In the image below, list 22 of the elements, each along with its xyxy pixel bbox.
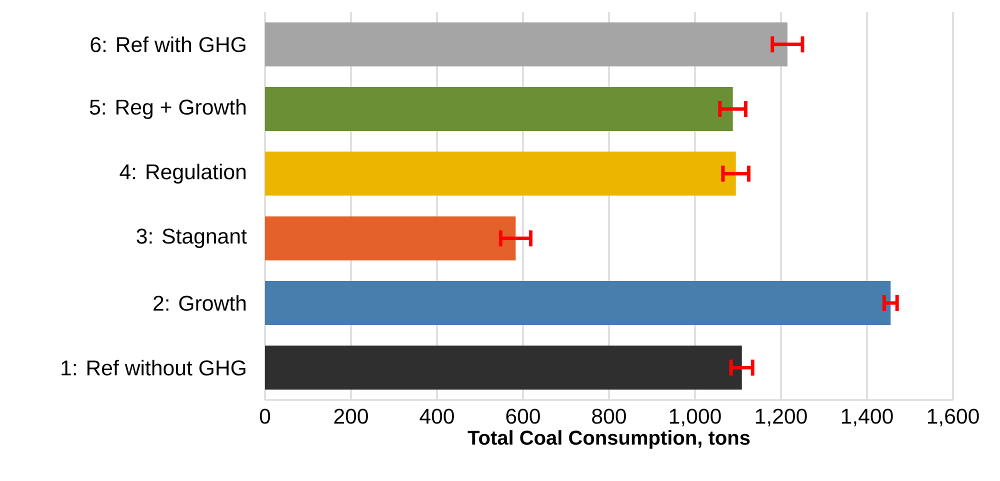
- y-tick-label: 1: Ref without GHG: [62, 360, 246, 376]
- x-axis-title: Total Coal Consumption, tons: [468, 430, 750, 449]
- x-tick-label: 600: [506, 408, 540, 424]
- y-tick-label: 3: Stagnant: [136, 228, 247, 248]
- bar: [265, 346, 742, 390]
- x-tick-label: 0: [260, 408, 270, 424]
- y-tick-label: 6: Ref with GHG: [90, 36, 246, 52]
- x-tick-label: 1,000: [670, 408, 721, 426]
- x-tick-label: 1,400: [842, 408, 893, 426]
- bar: [265, 22, 788, 66]
- x-tick-label: 800: [592, 408, 626, 424]
- x-tick-label: 1,200: [756, 408, 807, 426]
- bar: [265, 87, 733, 131]
- y-tick-label: 2: Growth: [154, 295, 246, 311]
- x-tick-label: 1,600: [928, 408, 979, 426]
- bar: [265, 152, 736, 196]
- y-tick-label: 5: Reg + Growth: [90, 99, 246, 119]
- y-tick-label: 4: Regulation: [120, 164, 246, 184]
- bar: [265, 280, 891, 325]
- x-tick-label: 200: [334, 408, 368, 424]
- bar: [265, 216, 516, 260]
- x-tick-label: 400: [420, 408, 454, 424]
